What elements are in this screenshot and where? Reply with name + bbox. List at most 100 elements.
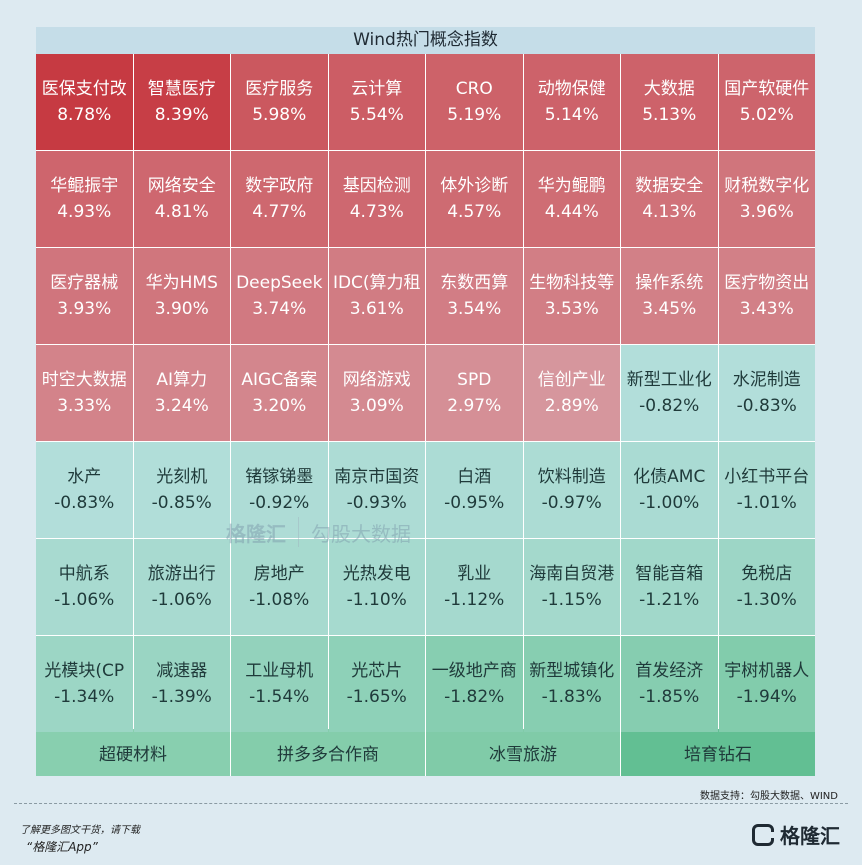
heatmap-cell: 光刻机 -0.85% xyxy=(133,442,230,538)
heatmap-cell: 水泥制造 -0.83% xyxy=(718,345,815,441)
concept-change: 3.53% xyxy=(544,299,599,319)
concept-name: 医疗器械 xyxy=(50,273,119,293)
concept-change: 4.73% xyxy=(349,202,404,222)
heatmap-cell: 水产 -0.83% xyxy=(36,442,133,538)
concept-name: 数字政府 xyxy=(245,176,314,196)
concept-name: SPD xyxy=(457,370,492,390)
concept-name: 化债AMC xyxy=(633,467,706,487)
concept-name: AIGC备案 xyxy=(241,370,318,390)
heatmap-cell: 网络安全 4.81% xyxy=(133,151,230,247)
concept-change: 8.78% xyxy=(57,105,112,125)
concept-name: 旅游出行 xyxy=(147,564,216,584)
concept-change: -1.83% xyxy=(541,687,602,707)
concept-change: -1.15% xyxy=(541,590,602,610)
concept-change: 4.13% xyxy=(642,202,697,222)
brand-logo: 格隆汇 xyxy=(752,820,840,849)
concept-name: IDC(算力租 xyxy=(332,273,421,293)
concept-name: 网络安全 xyxy=(147,176,216,196)
heatmap-cell: 国产软硬件 5.02% xyxy=(718,54,815,150)
concept-change: 3.61% xyxy=(349,299,404,319)
divider xyxy=(14,803,848,804)
heatmap-cell: 华为鲲鹏 4.44% xyxy=(523,151,620,247)
concept-change: 4.57% xyxy=(447,202,502,222)
heatmap-cell: 首发经济 -1.85% xyxy=(621,636,718,732)
heatmap-cell: 乳业 -1.12% xyxy=(426,539,523,635)
concept-change: -1.01% xyxy=(736,493,797,513)
heatmap-cell: 华鲲振宇 4.93% xyxy=(36,151,133,247)
bottom-cell: 冰雪旅游 xyxy=(426,729,620,776)
concept-change: 2.97% xyxy=(447,396,502,416)
concept-name: 锗镓锑墨 xyxy=(245,467,314,487)
heatmap-cell: 华为HMS 3.90% xyxy=(133,248,230,344)
concept-name: 大数据 xyxy=(643,79,695,99)
heatmap-cell: 智慧医疗 8.39% xyxy=(133,54,230,150)
heatmap-cell: 光芯片 -1.65% xyxy=(328,636,425,732)
heatmap-cell: 新型城镇化 -1.83% xyxy=(523,636,620,732)
concept-change: -0.92% xyxy=(249,493,310,513)
heatmap-cell: 时空大数据 3.33% xyxy=(36,345,133,441)
concept-name: 免税店 xyxy=(741,564,793,584)
concept-name: 医疗服务 xyxy=(245,79,314,99)
concept-change: -1.00% xyxy=(639,493,700,513)
concept-change: 5.54% xyxy=(349,105,404,125)
concept-name: 中航系 xyxy=(58,564,110,584)
heatmap-grid: 医保支付改 8.78% 智慧医疗 8.39% 医疗服务 5.98% 云计算 5.54% CRO 5… xyxy=(36,54,815,732)
concept-change: -0.95% xyxy=(444,493,505,513)
concept-name: 医疗物资出 xyxy=(724,273,810,293)
heatmap-cell: 一级地产商 -1.82% xyxy=(426,636,523,732)
heatmap-cell: 医疗物资出 3.43% xyxy=(718,248,815,344)
heatmap-cell: 中航系 -1.06% xyxy=(36,539,133,635)
concept-name: 时空大数据 xyxy=(41,370,127,390)
concept-name: 减速器 xyxy=(156,661,208,681)
concept-name: 工业母机 xyxy=(245,661,314,681)
concept-name: CRO xyxy=(455,79,493,99)
heatmap-cell: 房地产 -1.08% xyxy=(231,539,328,635)
concept-change: 5.13% xyxy=(642,105,697,125)
concept-name: 东数西算 xyxy=(440,273,509,293)
concept-name: 华鲲振宇 xyxy=(50,176,119,196)
concept-name: 基因检测 xyxy=(342,176,411,196)
concept-name: DeepSeek xyxy=(236,273,323,293)
concept-change: 4.44% xyxy=(544,202,599,222)
concept-change: -1.34% xyxy=(54,687,115,707)
heatmap-cell: 饮料制造 -0.97% xyxy=(523,442,620,538)
concept-change: 3.45% xyxy=(642,299,697,319)
concept-change: 4.93% xyxy=(57,202,112,222)
bottom-cell: 拼多多合作商 xyxy=(231,729,425,776)
concept-change: -1.30% xyxy=(736,590,797,610)
concept-change: 5.02% xyxy=(739,105,794,125)
concept-name: 光芯片 xyxy=(351,661,403,681)
heatmap-cell: 生物科技等 3.53% xyxy=(523,248,620,344)
heatmap-cell: 操作系统 3.45% xyxy=(621,248,718,344)
concept-change: -0.83% xyxy=(54,493,115,513)
concept-name: 光刻机 xyxy=(156,467,208,487)
concept-name: AI算力 xyxy=(156,370,208,390)
heatmap-cell: 海南自贸港 -1.15% xyxy=(523,539,620,635)
concept-name: 网络游戏 xyxy=(342,370,411,390)
concept-name: 华为鲲鹏 xyxy=(537,176,606,196)
brand-name: 格隆汇 xyxy=(780,824,840,848)
bottom-row: 超硬材料 拼多多合作商 冰雪旅游 培育钻石 xyxy=(36,728,815,776)
concept-name: 动物保健 xyxy=(537,79,606,99)
heatmap-cell: CRO 5.19% xyxy=(426,54,523,150)
heatmap-cell: AI算力 3.24% xyxy=(133,345,230,441)
concept-change: 3.09% xyxy=(349,396,404,416)
concept-change: -1.08% xyxy=(249,590,310,610)
concept-name: 饮料制造 xyxy=(537,467,606,487)
concept-change: 3.43% xyxy=(739,299,794,319)
promo-line-2: “格隆汇App” xyxy=(26,840,98,854)
heatmap-cell: 数据安全 4.13% xyxy=(621,151,718,247)
concept-name: 光模块(CP xyxy=(44,661,125,681)
heatmap-cell: 新型工业化 -0.82% xyxy=(621,345,718,441)
concept-name: 水产 xyxy=(67,467,102,487)
heatmap-cell: 旅游出行 -1.06% xyxy=(133,539,230,635)
bottom-cell: 培育钻石 xyxy=(621,729,815,776)
heatmap-cell: 医保支付改 8.78% xyxy=(36,54,133,150)
concept-name: 智能音箱 xyxy=(635,564,704,584)
concept-change: -1.06% xyxy=(54,590,115,610)
concept-name: 新型工业化 xyxy=(626,370,712,390)
concept-name: 华为HMS xyxy=(145,273,218,293)
concept-name: 房地产 xyxy=(253,564,305,584)
heatmap-cell: 云计算 5.54% xyxy=(328,54,425,150)
heatmap-cell: 动物保健 5.14% xyxy=(523,54,620,150)
